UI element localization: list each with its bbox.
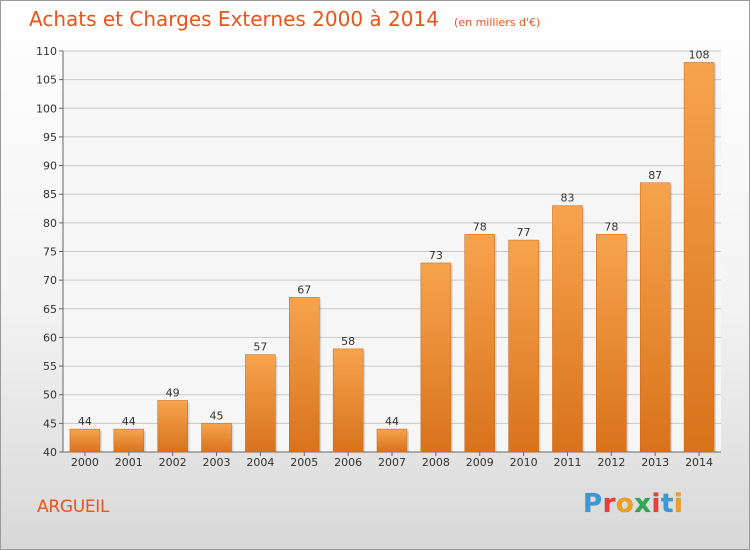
bar[interactable] xyxy=(552,205,583,453)
bar[interactable] xyxy=(508,239,539,453)
x-tick-label: 2012 xyxy=(597,456,625,469)
bar[interactable] xyxy=(464,234,495,453)
x-tick-label: 2010 xyxy=(510,456,538,469)
value-label: 58 xyxy=(341,335,355,348)
y-tick-label: 95 xyxy=(43,131,57,144)
x-tick-label: 2000 xyxy=(71,456,99,469)
value-label: 78 xyxy=(473,220,487,233)
chart-unit: (en milliers d'€) xyxy=(454,16,541,29)
bar[interactable] xyxy=(157,400,188,453)
x-tick-label: 2007 xyxy=(378,456,406,469)
x-tick-label: 2005 xyxy=(290,456,318,469)
y-tick-label: 110 xyxy=(36,45,57,58)
y-tick-label: 105 xyxy=(36,74,57,87)
value-label: 73 xyxy=(429,249,443,262)
x-tick-label: 2003 xyxy=(203,456,231,469)
x-tick-label: 2004 xyxy=(246,456,274,469)
value-label: 67 xyxy=(297,283,311,296)
value-label: 78 xyxy=(604,220,618,233)
value-label: 87 xyxy=(648,169,662,182)
y-tick-label: 50 xyxy=(43,389,57,402)
bar[interactable] xyxy=(332,348,364,453)
value-label: 45 xyxy=(210,409,224,422)
bar[interactable] xyxy=(639,182,671,453)
y-tick-label: 85 xyxy=(43,188,57,201)
y-tick-label: 75 xyxy=(43,246,57,259)
x-tick-label: 2008 xyxy=(422,456,450,469)
y-tick-label: 80 xyxy=(43,217,57,230)
value-label: 77 xyxy=(517,226,531,239)
logo-letter: o xyxy=(615,489,635,520)
x-tick-label: 2014 xyxy=(685,456,713,469)
y-tick-label: 40 xyxy=(43,446,57,459)
value-label: 49 xyxy=(166,386,180,399)
bar[interactable] xyxy=(245,354,276,453)
logo-letter: i xyxy=(651,489,661,520)
logo-letter: x xyxy=(634,489,652,520)
x-tick-label: 2002 xyxy=(159,456,187,469)
chart-title: Achats et Charges Externes 2000 à 2014 xyxy=(29,7,439,31)
y-tick-label: 65 xyxy=(43,303,57,316)
logo-letter: r xyxy=(602,489,616,520)
value-label: 44 xyxy=(78,415,92,428)
logo-letter: t xyxy=(660,489,674,520)
logo-letter: P xyxy=(583,489,603,520)
bar[interactable] xyxy=(420,262,452,453)
bar[interactable] xyxy=(376,428,408,453)
place-name: ARGUEIL xyxy=(37,497,110,517)
y-tick-label: 70 xyxy=(43,274,57,287)
bar[interactable] xyxy=(69,428,101,453)
value-label: 57 xyxy=(253,341,267,354)
x-tick-label: 2009 xyxy=(466,456,494,469)
bar[interactable] xyxy=(113,428,145,453)
value-label: 108 xyxy=(689,48,710,61)
value-label: 83 xyxy=(560,192,574,205)
logo-letter: i xyxy=(673,489,684,520)
x-tick-label: 2011 xyxy=(553,456,581,469)
value-label: 44 xyxy=(385,415,399,428)
x-tick-label: 2006 xyxy=(334,456,362,469)
y-tick-label: 45 xyxy=(43,417,57,430)
bar[interactable] xyxy=(201,423,232,453)
x-tick-label: 2001 xyxy=(115,456,143,469)
bar[interactable] xyxy=(683,62,715,453)
title-row: Achats et Charges Externes 2000 à 2014 (… xyxy=(29,7,540,31)
y-tick-label: 100 xyxy=(36,102,57,115)
y-tick-label: 55 xyxy=(43,360,57,373)
y-tick-label: 60 xyxy=(43,331,57,344)
value-label: 44 xyxy=(122,415,136,428)
x-tick-label: 2013 xyxy=(641,456,669,469)
proxiti-logo[interactable]: Proxiti xyxy=(583,489,684,520)
bar[interactable] xyxy=(289,297,320,453)
bar[interactable] xyxy=(596,234,627,453)
y-tick-label: 90 xyxy=(43,160,57,173)
